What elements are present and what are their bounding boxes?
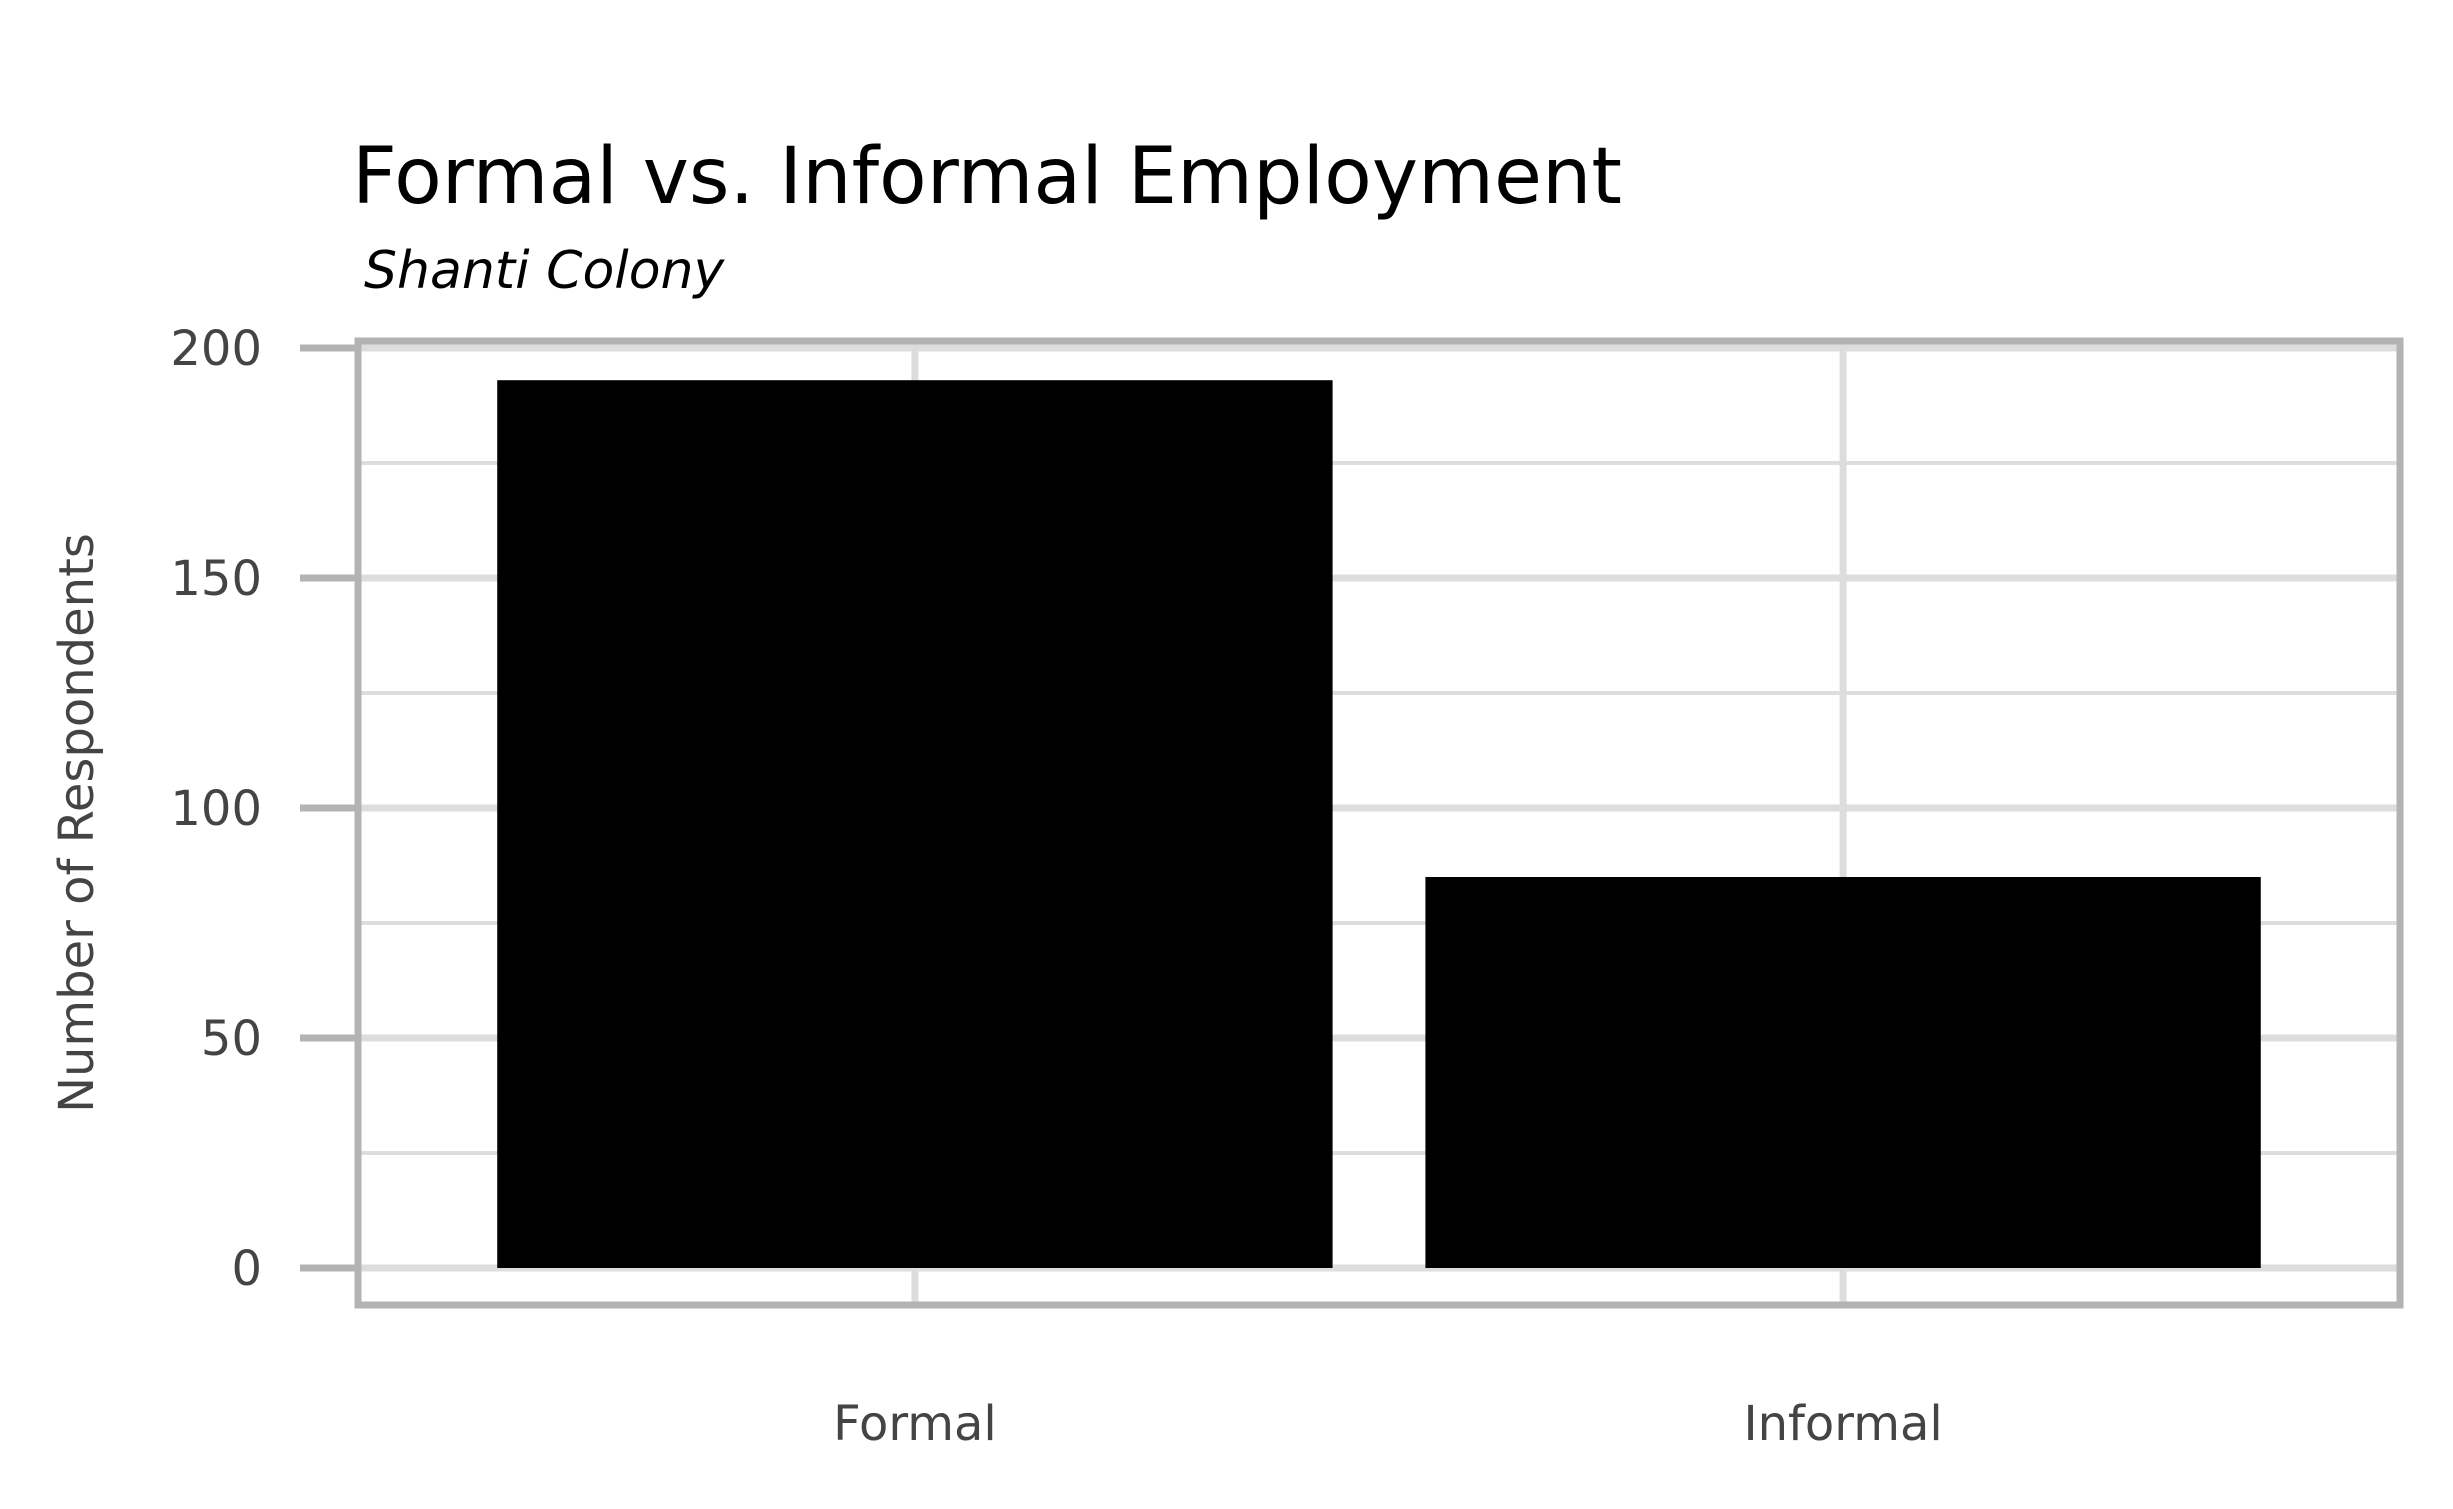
y-tick-label: 200 xyxy=(170,321,262,377)
plot-panel-border xyxy=(354,337,2404,1309)
y-tick-label: 50 xyxy=(201,1011,262,1067)
y-axis: 0 50 100 150 200 xyxy=(170,321,358,1297)
bar-formal xyxy=(497,380,1333,1268)
bars xyxy=(497,380,2261,1268)
x-tick-label: Informal xyxy=(1743,1396,1942,1452)
y-tick-label: 0 xyxy=(231,1241,262,1297)
bar-informal xyxy=(1425,877,2261,1268)
chart-title: Formal vs. Informal Employment xyxy=(352,132,1622,222)
chart-subtitle: Shanti Colony xyxy=(364,241,725,301)
y-tick-label: 100 xyxy=(170,781,262,837)
y-axis-title: Number of Respondents xyxy=(49,533,105,1113)
x-tick-label: Formal xyxy=(833,1396,997,1452)
x-axis: Formal Informal xyxy=(833,1396,1943,1452)
y-tick-label: 150 xyxy=(170,551,262,607)
